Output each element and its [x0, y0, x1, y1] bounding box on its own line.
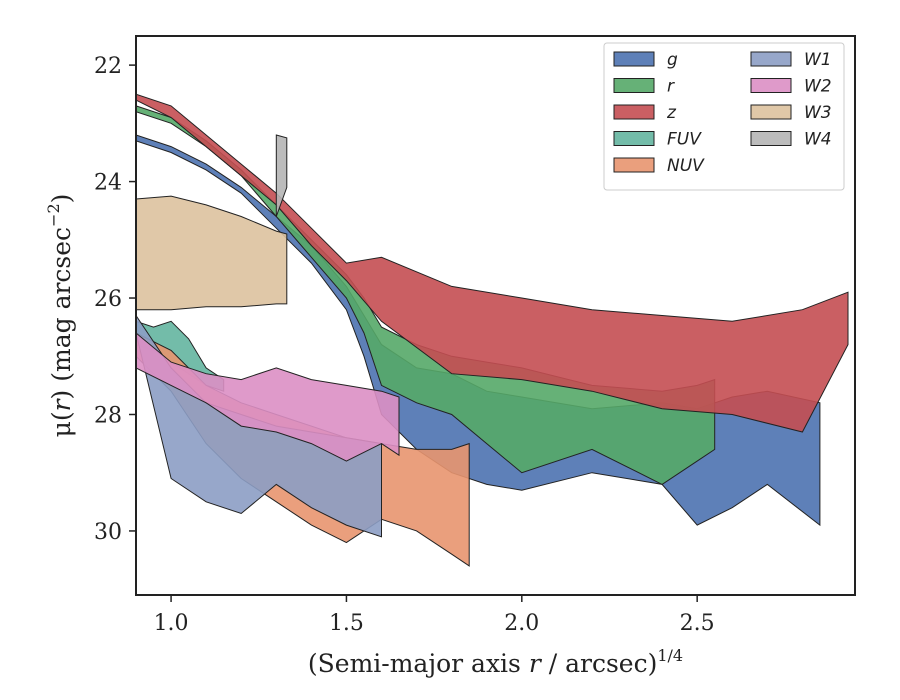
y-axis-ticks: 22 24 26 28 30: [94, 54, 136, 545]
legend-swatch: [613, 104, 655, 120]
x-tick-label: 2.5: [680, 611, 715, 636]
x-axis-label: (Semi-major axis r / arcsec)1/4: [308, 646, 683, 678]
legend-label: NUV: [667, 156, 705, 176]
legend-label: W3: [804, 103, 832, 123]
legend-item-w1: W1: [750, 50, 832, 70]
legend-label: g: [667, 50, 678, 70]
y-tick-label: 28: [94, 403, 122, 428]
legend-label: W4: [804, 130, 832, 150]
legend-item-w2: W2: [750, 77, 832, 97]
x-tick-label: 1.5: [329, 611, 364, 636]
plot-frame: [135, 35, 856, 596]
legend-swatch: [613, 51, 655, 67]
area-w4: [275, 134, 288, 217]
legend-swatch: [750, 78, 792, 93]
y-axis-label: μ(r) (mag arcsec−2): [44, 194, 76, 438]
legend-label: W2: [804, 77, 832, 97]
y-tick-label: 24: [94, 171, 122, 196]
legend-item-nuv: NUV: [613, 156, 705, 176]
legend-label: W1: [804, 50, 832, 70]
x-tick-label: 1.0: [154, 611, 189, 636]
legend-swatch: [613, 78, 655, 93]
legend-item-z: z: [613, 103, 677, 123]
area-w3: [136, 195, 288, 311]
legend-label: FUV: [667, 130, 702, 150]
legend-label: z: [666, 103, 677, 123]
chart-areas: [136, 93, 849, 567]
legend: grz FUV NUV W1 W2 W3 W4: [603, 42, 845, 191]
area-w2: [136, 332, 400, 462]
legend-item-fuv: FUV: [613, 130, 702, 150]
legend-swatch: [750, 104, 792, 120]
legend-swatch: [613, 131, 655, 146]
x-axis-ticks: 1.0 1.5 2.0 2.5: [154, 595, 715, 636]
legend-item-w4: W4: [750, 130, 832, 150]
legend-swatch: [750, 51, 792, 67]
legend-swatch: [613, 157, 655, 173]
legend-item-w3: W3: [750, 103, 832, 123]
y-tick-label: 22: [94, 54, 122, 79]
legend-item-g: g: [613, 50, 678, 70]
y-tick-label: 26: [94, 287, 122, 312]
legend-item-r: r: [613, 77, 675, 97]
y-tick-label: 30: [94, 520, 122, 545]
legend-swatch: [750, 131, 792, 146]
legend-label: r: [667, 77, 675, 97]
x-tick-label: 2.0: [504, 611, 539, 636]
